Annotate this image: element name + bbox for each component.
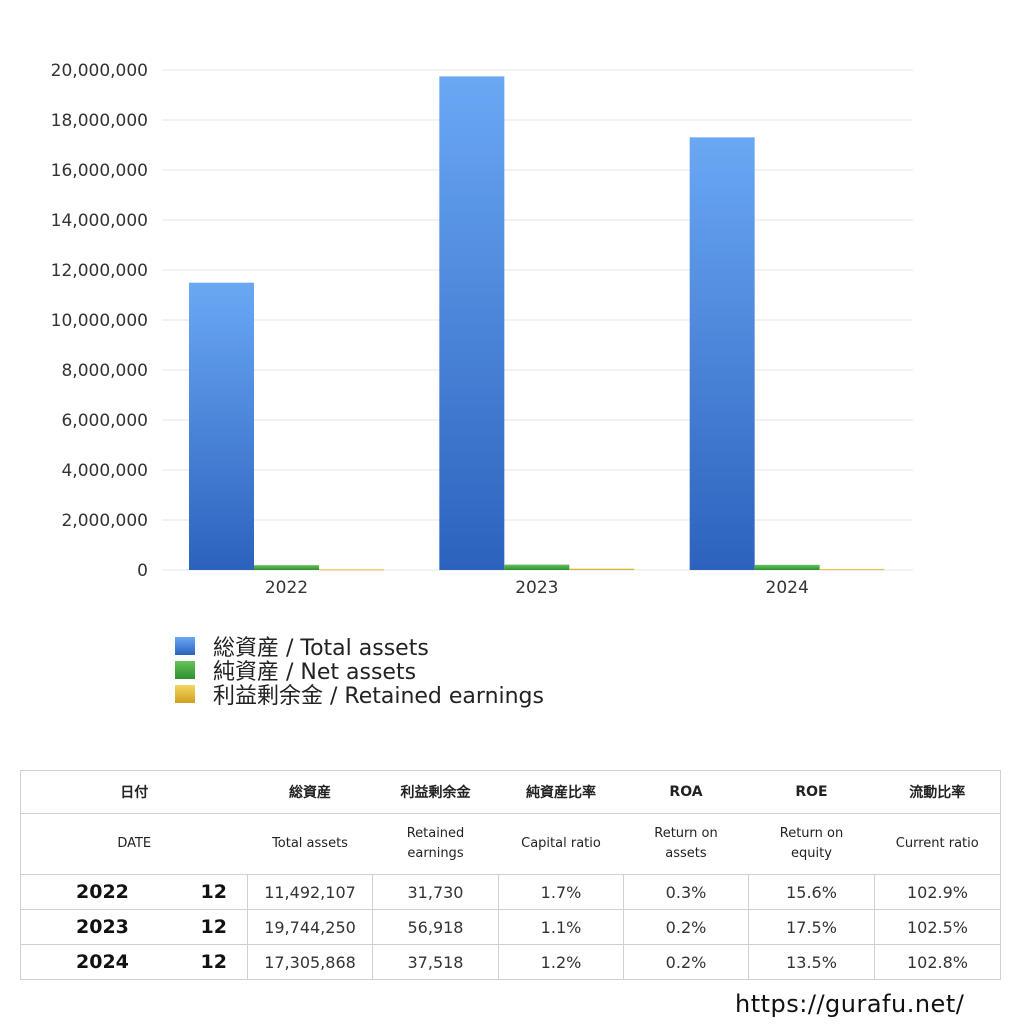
y-tick-label: 14,000,000 xyxy=(51,211,148,231)
legend-swatch-total-assets xyxy=(175,637,195,655)
y-tick-label: 8,000,000 xyxy=(61,361,148,381)
header-total-assets-en: Total assets xyxy=(247,813,373,875)
cell-capital-ratio: 1.7% xyxy=(498,874,624,910)
header-roe: ROE xyxy=(748,770,875,814)
cell-retained-earnings: 37,518 xyxy=(372,944,499,980)
cell-total-assets: 17,305,868 xyxy=(247,944,373,980)
header-current-ratio-jp: 流動比率 xyxy=(874,770,1001,814)
cell-capital-ratio: 1.1% xyxy=(498,909,624,945)
y-tick-label: 20,000,000 xyxy=(51,61,148,81)
cell-year: 2024 xyxy=(20,944,182,980)
y-tick-label: 18,000,000 xyxy=(51,111,148,131)
y-tick-label: 10,000,000 xyxy=(51,311,148,331)
table-header-en: DATE Total assets Retained earnings Capi… xyxy=(20,813,1001,875)
legend-item-total-assets: 総資産 / Total assets xyxy=(175,634,544,661)
cell-capital-ratio: 1.2% xyxy=(498,944,624,980)
cell-roe: 17.5% xyxy=(748,909,875,945)
grid-lines xyxy=(162,69,913,571)
bar-total-assets xyxy=(189,282,254,570)
y-tick-label: 4,000,000 xyxy=(61,461,148,481)
cell-total-assets: 11,492,107 xyxy=(247,874,373,910)
table-row: 2023 12 19,744,250 56,918 1.1% 0.2% 17.5… xyxy=(20,909,1001,945)
bar-net-assets xyxy=(754,564,820,570)
legend-item-net-assets: 純資産 / Net assets xyxy=(175,658,544,685)
header-retained-earnings-en: Retained earnings xyxy=(372,813,499,875)
bar-retained-earnings xyxy=(569,568,635,570)
x-category-label: 2024 xyxy=(766,578,809,598)
cell-retained-earnings: 31,730 xyxy=(372,874,499,910)
header-date-en: DATE xyxy=(20,813,248,875)
legend-swatch-retained-earnings xyxy=(175,685,195,703)
financial-metrics-table: 日付 総資産 利益剰余金 純資産比率 ROA ROE 流動比率 DATE Tot… xyxy=(20,770,1001,980)
bars xyxy=(189,76,885,571)
cell-month: 12 xyxy=(181,944,248,980)
y-tick-label: 16,000,000 xyxy=(51,161,148,181)
legend-label-total-assets: 総資産 / Total assets xyxy=(213,636,429,661)
cell-month: 12 xyxy=(181,909,248,945)
header-retained-earnings-jp: 利益剰余金 xyxy=(372,770,499,814)
table-header-jp: 日付 総資産 利益剰余金 純資産比率 ROA ROE 流動比率 xyxy=(20,770,1001,814)
y-tick-label: 12,000,000 xyxy=(51,261,148,281)
header-capital-ratio-en: Capital ratio xyxy=(498,813,624,875)
legend-label-net-assets: 純資産 / Net assets xyxy=(213,660,417,685)
x-axis-categories: 2022 2023 2024 xyxy=(265,578,809,598)
cell-current-ratio: 102.5% xyxy=(874,909,1001,945)
y-axis-ticks: 0 2,000,000 4,000,000 6,000,000 8,000,000 10,… xyxy=(51,61,148,581)
y-tick-label: 2,000,000 xyxy=(61,511,148,531)
cell-current-ratio: 102.8% xyxy=(874,944,1001,980)
cell-roe: 15.6% xyxy=(748,874,875,910)
header-roa: ROA xyxy=(623,770,749,814)
x-category-label: 2022 xyxy=(265,578,308,598)
site-url[interactable]: https://gurafu.net/ xyxy=(735,990,965,1018)
cell-retained-earnings: 56,918 xyxy=(372,909,499,945)
bar-total-assets xyxy=(689,137,755,570)
header-total-assets-jp: 総資産 xyxy=(247,770,373,814)
header-roe-en: Return on equity xyxy=(748,813,875,875)
cell-month: 12 xyxy=(181,874,248,910)
header-roa-en: Return on assets xyxy=(623,813,749,875)
header-capital-ratio-jp: 純資産比率 xyxy=(498,770,624,814)
cell-roa: 0.2% xyxy=(623,944,749,980)
cell-roa: 0.3% xyxy=(623,874,749,910)
bar-total-assets xyxy=(439,76,505,571)
bar-retained-earnings xyxy=(819,569,885,571)
cell-roa: 0.2% xyxy=(623,909,749,945)
table-row: 2022 12 11,492,107 31,730 1.7% 0.3% 15.6… xyxy=(20,874,1001,910)
cell-year: 2022 xyxy=(20,874,182,910)
table-row: 2024 12 17,305,868 37,518 1.2% 0.2% 13.5… xyxy=(20,944,1001,980)
y-tick-label: 6,000,000 xyxy=(61,411,148,431)
cell-roe: 13.5% xyxy=(748,944,875,980)
x-category-label: 2023 xyxy=(515,578,558,598)
legend: 総資産 / Total assets 純資産 / Net assets 利益剰余… xyxy=(175,634,544,709)
bar-net-assets xyxy=(254,565,319,570)
cell-total-assets: 19,744,250 xyxy=(247,909,373,945)
bar-chart: 0 2,000,000 4,000,000 6,000,000 8,000,000 10,… xyxy=(51,61,913,598)
cell-year: 2023 xyxy=(20,909,182,945)
y-tick-label: 0 xyxy=(137,561,148,581)
header-current-ratio-en: Current ratio xyxy=(874,813,1001,875)
bar-net-assets xyxy=(504,564,570,570)
cell-current-ratio: 102.9% xyxy=(874,874,1001,910)
legend-item-retained-earnings: 利益剰余金 / Retained earnings xyxy=(175,682,544,709)
legend-label-retained-earnings: 利益剰余金 / Retained earnings xyxy=(213,684,544,709)
bar-retained-earnings xyxy=(319,569,384,571)
header-date-jp: 日付 xyxy=(20,770,248,814)
legend-swatch-net-assets xyxy=(175,661,195,679)
